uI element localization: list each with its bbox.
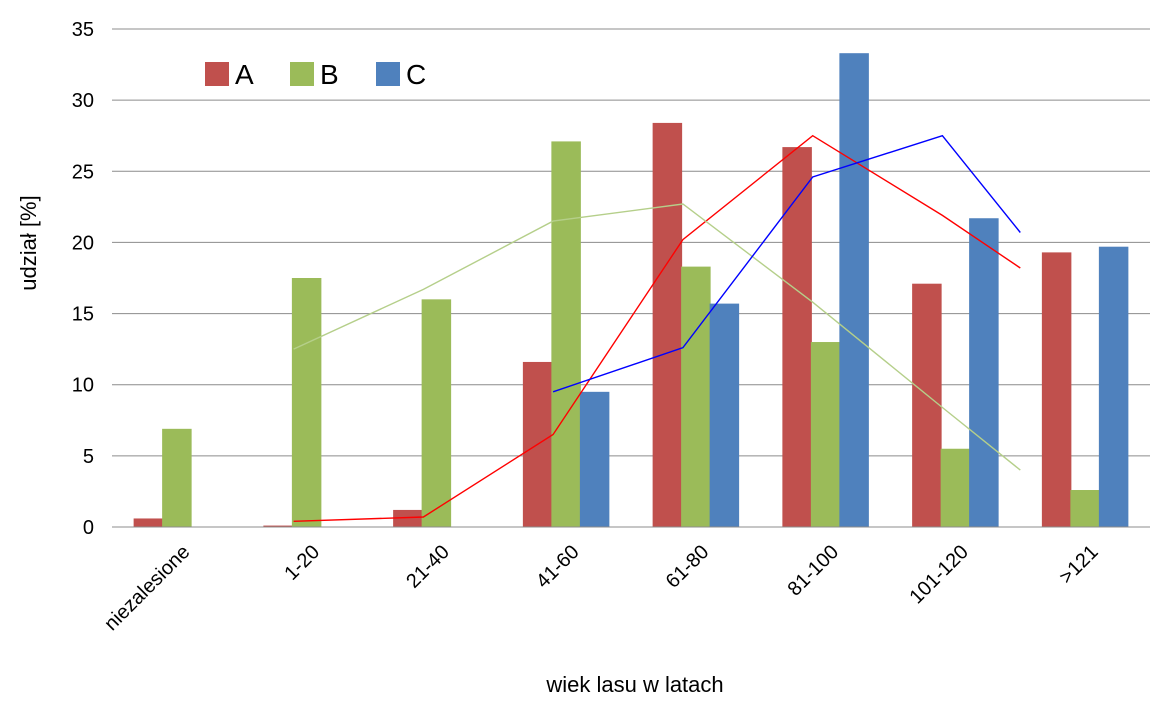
x-tick-label: >121: [1055, 541, 1102, 588]
bar-A-niezalesione: [133, 518, 164, 527]
bar-B-41-60: [551, 141, 581, 528]
bar-B-niezalesione: [162, 428, 192, 527]
legend: A B C: [205, 59, 426, 90]
bar-B-21-40: [421, 299, 452, 527]
bar-C->121: [1098, 246, 1129, 527]
bar-B->121: [1070, 490, 1100, 527]
y-tick-label: 35: [72, 19, 94, 41]
bar-A->121: [1041, 252, 1072, 528]
bar-A-21-40: [393, 509, 423, 527]
x-tick-label: niezalesione: [100, 541, 194, 635]
y-axis-title: udział [%]: [16, 195, 41, 290]
x-tick-label: 41-60: [532, 541, 584, 593]
y-tick-label: 10: [72, 375, 94, 397]
trend-line-C: [552, 134, 1021, 393]
y-tick-label: 5: [83, 446, 94, 468]
legend-swatch-B: [290, 62, 314, 86]
y-tick-label: 20: [72, 232, 94, 254]
y-tick-label: 15: [72, 304, 94, 326]
legend-label-C: C: [406, 59, 426, 90]
trend-line-B: [293, 203, 1021, 471]
x-tick-label: 101-120: [905, 541, 972, 608]
bars: [133, 53, 1129, 528]
legend-label-A: A: [235, 59, 254, 90]
bar-C-61-80: [709, 303, 740, 527]
legend-swatch-A: [205, 62, 229, 86]
y-tick-label: 0: [83, 517, 94, 539]
legend-label-B: B: [320, 59, 339, 90]
bar-B-61-80: [681, 266, 711, 527]
bar-B-81-100: [810, 342, 841, 527]
legend-swatch-C: [376, 62, 400, 86]
x-tick-label: 81-100: [784, 541, 844, 601]
y-tick-labels: 0 5 10 15 20 25 30 35: [72, 19, 94, 539]
bar-A-101-120: [912, 283, 942, 527]
bar-C-101-120: [969, 218, 999, 528]
bar-B-101-120: [940, 448, 971, 527]
y-tick-label: 25: [72, 161, 94, 183]
trend-lines: [293, 134, 1021, 522]
y-tick-label: 30: [72, 90, 94, 112]
bar-B-1-20: [291, 278, 322, 527]
x-tick-label: 21-40: [402, 541, 454, 593]
trend-line-A: [293, 134, 1021, 522]
bar-A-61-80: [652, 122, 683, 527]
x-axis-title: wiek lasu w latach: [545, 672, 723, 697]
bar-A-81-100: [782, 147, 812, 527]
x-tick-label: 1-20: [280, 541, 324, 585]
x-tick-labels: niezalesione 1-20 21-40 41-60 61-80 81-100 101…: [100, 541, 1102, 635]
bar-C-41-60: [579, 391, 610, 527]
x-tick-label: 61-80: [662, 541, 714, 593]
gridlines: [112, 28, 1150, 457]
bar-C-81-100: [839, 53, 869, 528]
bar-A-1-20: [263, 525, 293, 527]
